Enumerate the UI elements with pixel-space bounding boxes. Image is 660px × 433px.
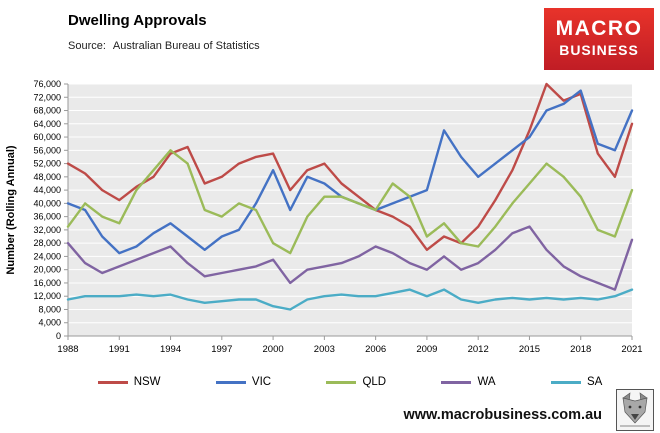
legend-item-QLD: QLD — [326, 376, 386, 388]
legend-item-VIC: VIC — [215, 376, 272, 388]
x-tick-label: 1991 — [109, 344, 130, 355]
y-tick-label: 60,000 — [33, 132, 61, 142]
website-url: www.macrobusiness.com.au — [403, 407, 603, 423]
legend-label-NSW: NSW — [133, 376, 161, 388]
y-tick-label: 68,000 — [33, 106, 61, 116]
series-line-WA — [66, 225, 634, 291]
legend-item-NSW: NSW — [97, 376, 161, 388]
x-tick-label: 1988 — [57, 344, 78, 355]
legend-swatch-VIC — [215, 380, 246, 384]
x-tick-label: 2015 — [519, 344, 540, 355]
chart-title: Dwelling Approvals — [68, 12, 207, 29]
x-tick-label: 1997 — [211, 344, 232, 355]
legend-swatch-WA — [441, 380, 472, 384]
x-tick-label: 1994 — [160, 344, 181, 355]
series-line-NSW — [66, 82, 634, 252]
y-tick-label: 16,000 — [33, 278, 61, 288]
source-label: Source: — [68, 40, 106, 52]
legend-swatch-SA — [550, 380, 581, 384]
chart-legend: NSW VIC QLD WA SA — [70, 372, 630, 392]
y-tick-label: 44,000 — [33, 185, 61, 195]
legend-label-WA: WA — [477, 376, 496, 388]
legend-label-SA: SA — [586, 376, 603, 388]
y-tick-label: 40,000 — [33, 198, 61, 208]
y-tick-label: 8,000 — [38, 304, 61, 314]
legend-swatch-QLD — [326, 380, 357, 384]
y-tick-label: 28,000 — [33, 238, 61, 248]
legend-swatch-NSW — [97, 380, 128, 384]
x-tick-label: 2018 — [570, 344, 591, 355]
chart-area: 0 4,000 8,000 12,000 16,000 20,000 24,000 28,00… — [0, 74, 660, 366]
y-axis-title: Number (Rolling Annual) — [5, 145, 17, 274]
x-tick-label: 2021 — [621, 344, 642, 355]
series-line-QLD — [66, 149, 634, 255]
x-tick-label: 2012 — [468, 344, 489, 355]
y-tick-label: 0 — [56, 331, 61, 341]
y-tick-label: 24,000 — [33, 251, 61, 261]
y-tick-label: 32,000 — [33, 225, 61, 235]
source-value: Australian Bureau of Statistics — [112, 40, 260, 52]
x-tick-label: 2009 — [416, 344, 437, 355]
y-tick-label: 52,000 — [33, 159, 61, 169]
macrobusiness-logo: MACRO BUSINESS — [544, 8, 654, 70]
x-tick-label: 2003 — [314, 344, 335, 355]
macrobusiness-logo-line2: BUSINESS — [559, 42, 639, 58]
wolf-logo-icon — [616, 389, 654, 431]
x-tick-label: 2000 — [263, 344, 284, 355]
legend-label-QLD: QLD — [362, 376, 387, 388]
y-tick-label: 76,000 — [33, 79, 61, 89]
source-line: Source: Australian Bureau of Statistics — [68, 40, 260, 52]
y-tick-label: 56,000 — [33, 145, 61, 155]
dwelling-approvals-chart: 0 4,000 8,000 12,000 16,000 20,000 24,000 28,00… — [5, 79, 643, 355]
series-line-SA — [66, 288, 634, 311]
y-tick-label: 12,000 — [33, 291, 61, 301]
y-tick-label: 72,000 — [33, 92, 61, 102]
y-tick-label: 4,000 — [38, 318, 61, 328]
legend-item-SA: SA — [550, 376, 603, 388]
y-tick-label: 20,000 — [33, 265, 61, 275]
y-tick-label: 36,000 — [33, 212, 61, 222]
legend-label-VIC: VIC — [251, 376, 272, 388]
legend-item-WA: WA — [441, 376, 496, 388]
y-tick-label: 64,000 — [33, 119, 61, 129]
x-tick-label: 2006 — [365, 344, 386, 355]
macrobusiness-logo-line1: MACRO — [555, 17, 643, 40]
y-tick-label: 48,000 — [33, 172, 61, 182]
